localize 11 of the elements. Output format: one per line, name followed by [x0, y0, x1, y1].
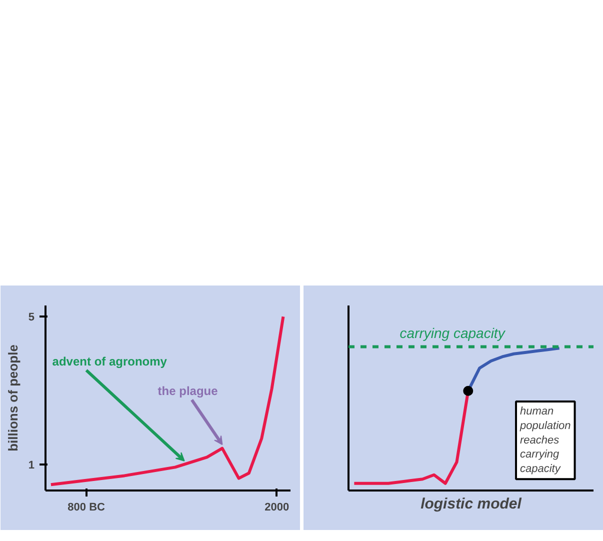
x-tick-label: 2000	[264, 502, 290, 514]
y-tick-label: 1	[28, 460, 35, 472]
annotation: advent of agronomy	[52, 354, 168, 368]
x-axis-title: logistic model	[420, 496, 522, 512]
y-tick-label: 5	[28, 312, 35, 324]
line-series	[49, 315, 285, 486]
annotation: human population reaches carrying capacity	[519, 406, 571, 476]
y-axis-title: billions of people	[5, 344, 20, 452]
ref-line-label: carrying capacity	[400, 325, 506, 342]
annotation: the plague	[158, 384, 218, 398]
x-tick-label: 800 BC	[68, 502, 106, 514]
